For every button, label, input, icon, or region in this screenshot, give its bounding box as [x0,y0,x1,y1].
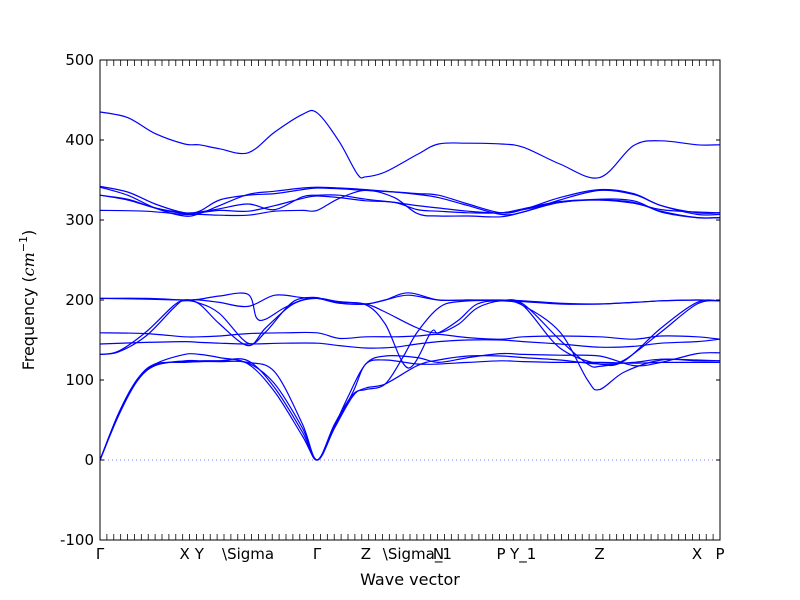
x-tick-label: Γ [96,545,105,563]
phonon-branch-6 [99,189,721,219]
x-tick-label: Y_1 [509,545,536,564]
phonon-branch-11 [99,297,721,368]
y-axis-label: Frequency (cm−1) [17,230,38,371]
x-tick-label: X [692,545,702,563]
x-tick-label: \Sigma_1 [383,545,452,564]
y-tick-label: 400 [65,131,94,149]
phonon-branch-5 [99,194,721,219]
x-tick-label: Z [361,545,371,563]
phonon-branch-8 [99,292,721,322]
phonon-branch-13 [99,352,721,461]
y-axis-exponent: −1 [17,236,30,252]
phonon-branch-9 [99,331,721,340]
phonon-branch-16 [99,358,720,461]
y-tick-label: 0 [84,451,94,469]
y-tick-label: 100 [65,371,94,389]
y-tick-label: -100 [60,531,94,549]
x-tick-label: Y [194,545,205,563]
y-axis-unit: cm [19,252,38,276]
phonon-branch-12 [99,297,721,369]
x-tick-label: Γ [313,545,322,563]
x-tick-label: \Sigma [222,545,274,563]
x-tick-label: P [497,545,506,563]
x-tick-label: X [179,545,189,563]
x-axis: Γ X Y \Sigma Γ Z \Sigma_1N P Y_1 Z X P [96,60,725,564]
y-axis: -100 0 100 200 300 400 500 [60,51,720,549]
x-tick-label: P [715,545,724,563]
phonon-branch-4 [99,194,721,214]
plot-area [99,109,721,461]
y-tick-label: 300 [65,211,94,229]
y-tick-label: 500 [65,51,94,69]
phonon-branch-10 [99,338,721,349]
x-tick-label: Z [594,545,604,563]
x-axis-label: Wave vector [360,570,460,589]
phonon-branch-1 [99,109,721,179]
x-tick-label: N [433,545,444,563]
y-tick-label: 200 [65,291,94,309]
